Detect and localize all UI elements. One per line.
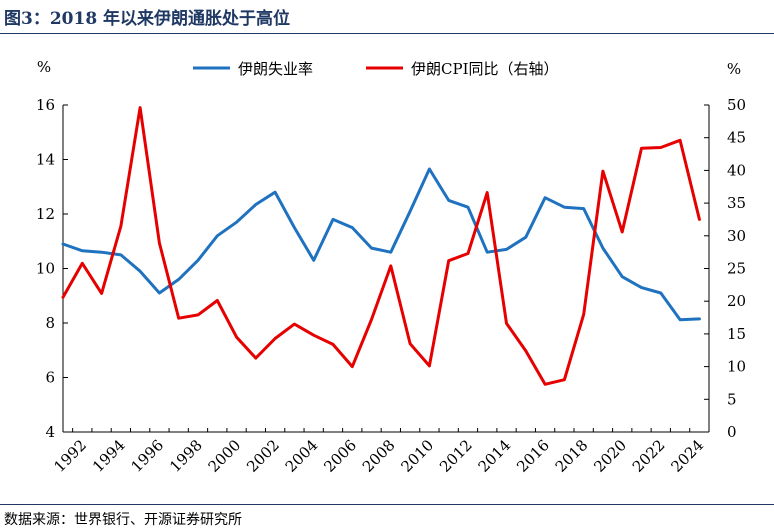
x-tick-label: 2012 xyxy=(436,436,476,476)
right-tick-label: 0 xyxy=(727,423,737,441)
right-tick-label: 5 xyxy=(727,390,737,408)
right-tick-label: 10 xyxy=(727,358,746,376)
right-tick-label: 35 xyxy=(727,194,746,212)
x-tick-label: 2016 xyxy=(513,436,553,476)
x-tick-label: 2020 xyxy=(590,436,630,476)
left-tick-label: 8 xyxy=(45,314,55,332)
left-tick-label: 10 xyxy=(36,260,55,278)
x-tick-label: 1994 xyxy=(89,436,129,476)
x-tick-label: 2002 xyxy=(243,436,283,476)
cpi-yoy-line xyxy=(61,106,701,386)
source-divider xyxy=(0,504,774,505)
x-tick-label: 2010 xyxy=(397,436,437,476)
right-tick-label: 40 xyxy=(727,161,746,179)
x-tick-label: 2006 xyxy=(320,436,360,476)
right-tick-label: 45 xyxy=(727,129,746,147)
x-tick-label: 2024 xyxy=(667,436,707,476)
x-tick-label: 2000 xyxy=(205,436,245,476)
right-tick-label: 20 xyxy=(727,292,746,310)
right-tick-label: 50 xyxy=(727,96,746,114)
chart-title: 图3：2018 年以来伊朗通胀处于高位 xyxy=(4,9,291,29)
left-tick-label: 16 xyxy=(36,96,55,114)
legend-unemployment-label: 伊朗失业率 xyxy=(238,60,313,78)
x-tick-label: 2014 xyxy=(475,436,515,476)
x-tick-label: 2008 xyxy=(359,436,399,476)
right-tick-label: 25 xyxy=(727,260,746,278)
x-tick-label: 2004 xyxy=(282,436,322,476)
data-source-note: 数据来源：世界银行、开源证券研究所 xyxy=(4,512,242,528)
legend-cpi-label: 伊朗CPI同比（右轴） xyxy=(411,60,559,78)
left-tick-label: 4 xyxy=(45,423,55,441)
left-tick-label: 6 xyxy=(45,369,55,387)
x-tick-label: 1992 xyxy=(50,436,90,476)
right-tick-label: 30 xyxy=(727,227,746,245)
right-axis-unit: % xyxy=(727,60,741,78)
left-tick-label: 12 xyxy=(36,205,55,223)
right-tick-label: 15 xyxy=(727,325,746,343)
left-tick-label: 14 xyxy=(36,151,55,169)
x-tick-label: 2018 xyxy=(552,436,592,476)
left-axis-unit: % xyxy=(37,58,51,76)
x-tick-label: 2022 xyxy=(629,436,669,476)
dual-axis-line-chart: 46810121416%05101520253035404550%1992199… xyxy=(36,58,746,476)
x-tick-label: 1998 xyxy=(166,436,206,476)
title-divider xyxy=(0,33,774,34)
x-tick-label: 1996 xyxy=(128,436,168,476)
